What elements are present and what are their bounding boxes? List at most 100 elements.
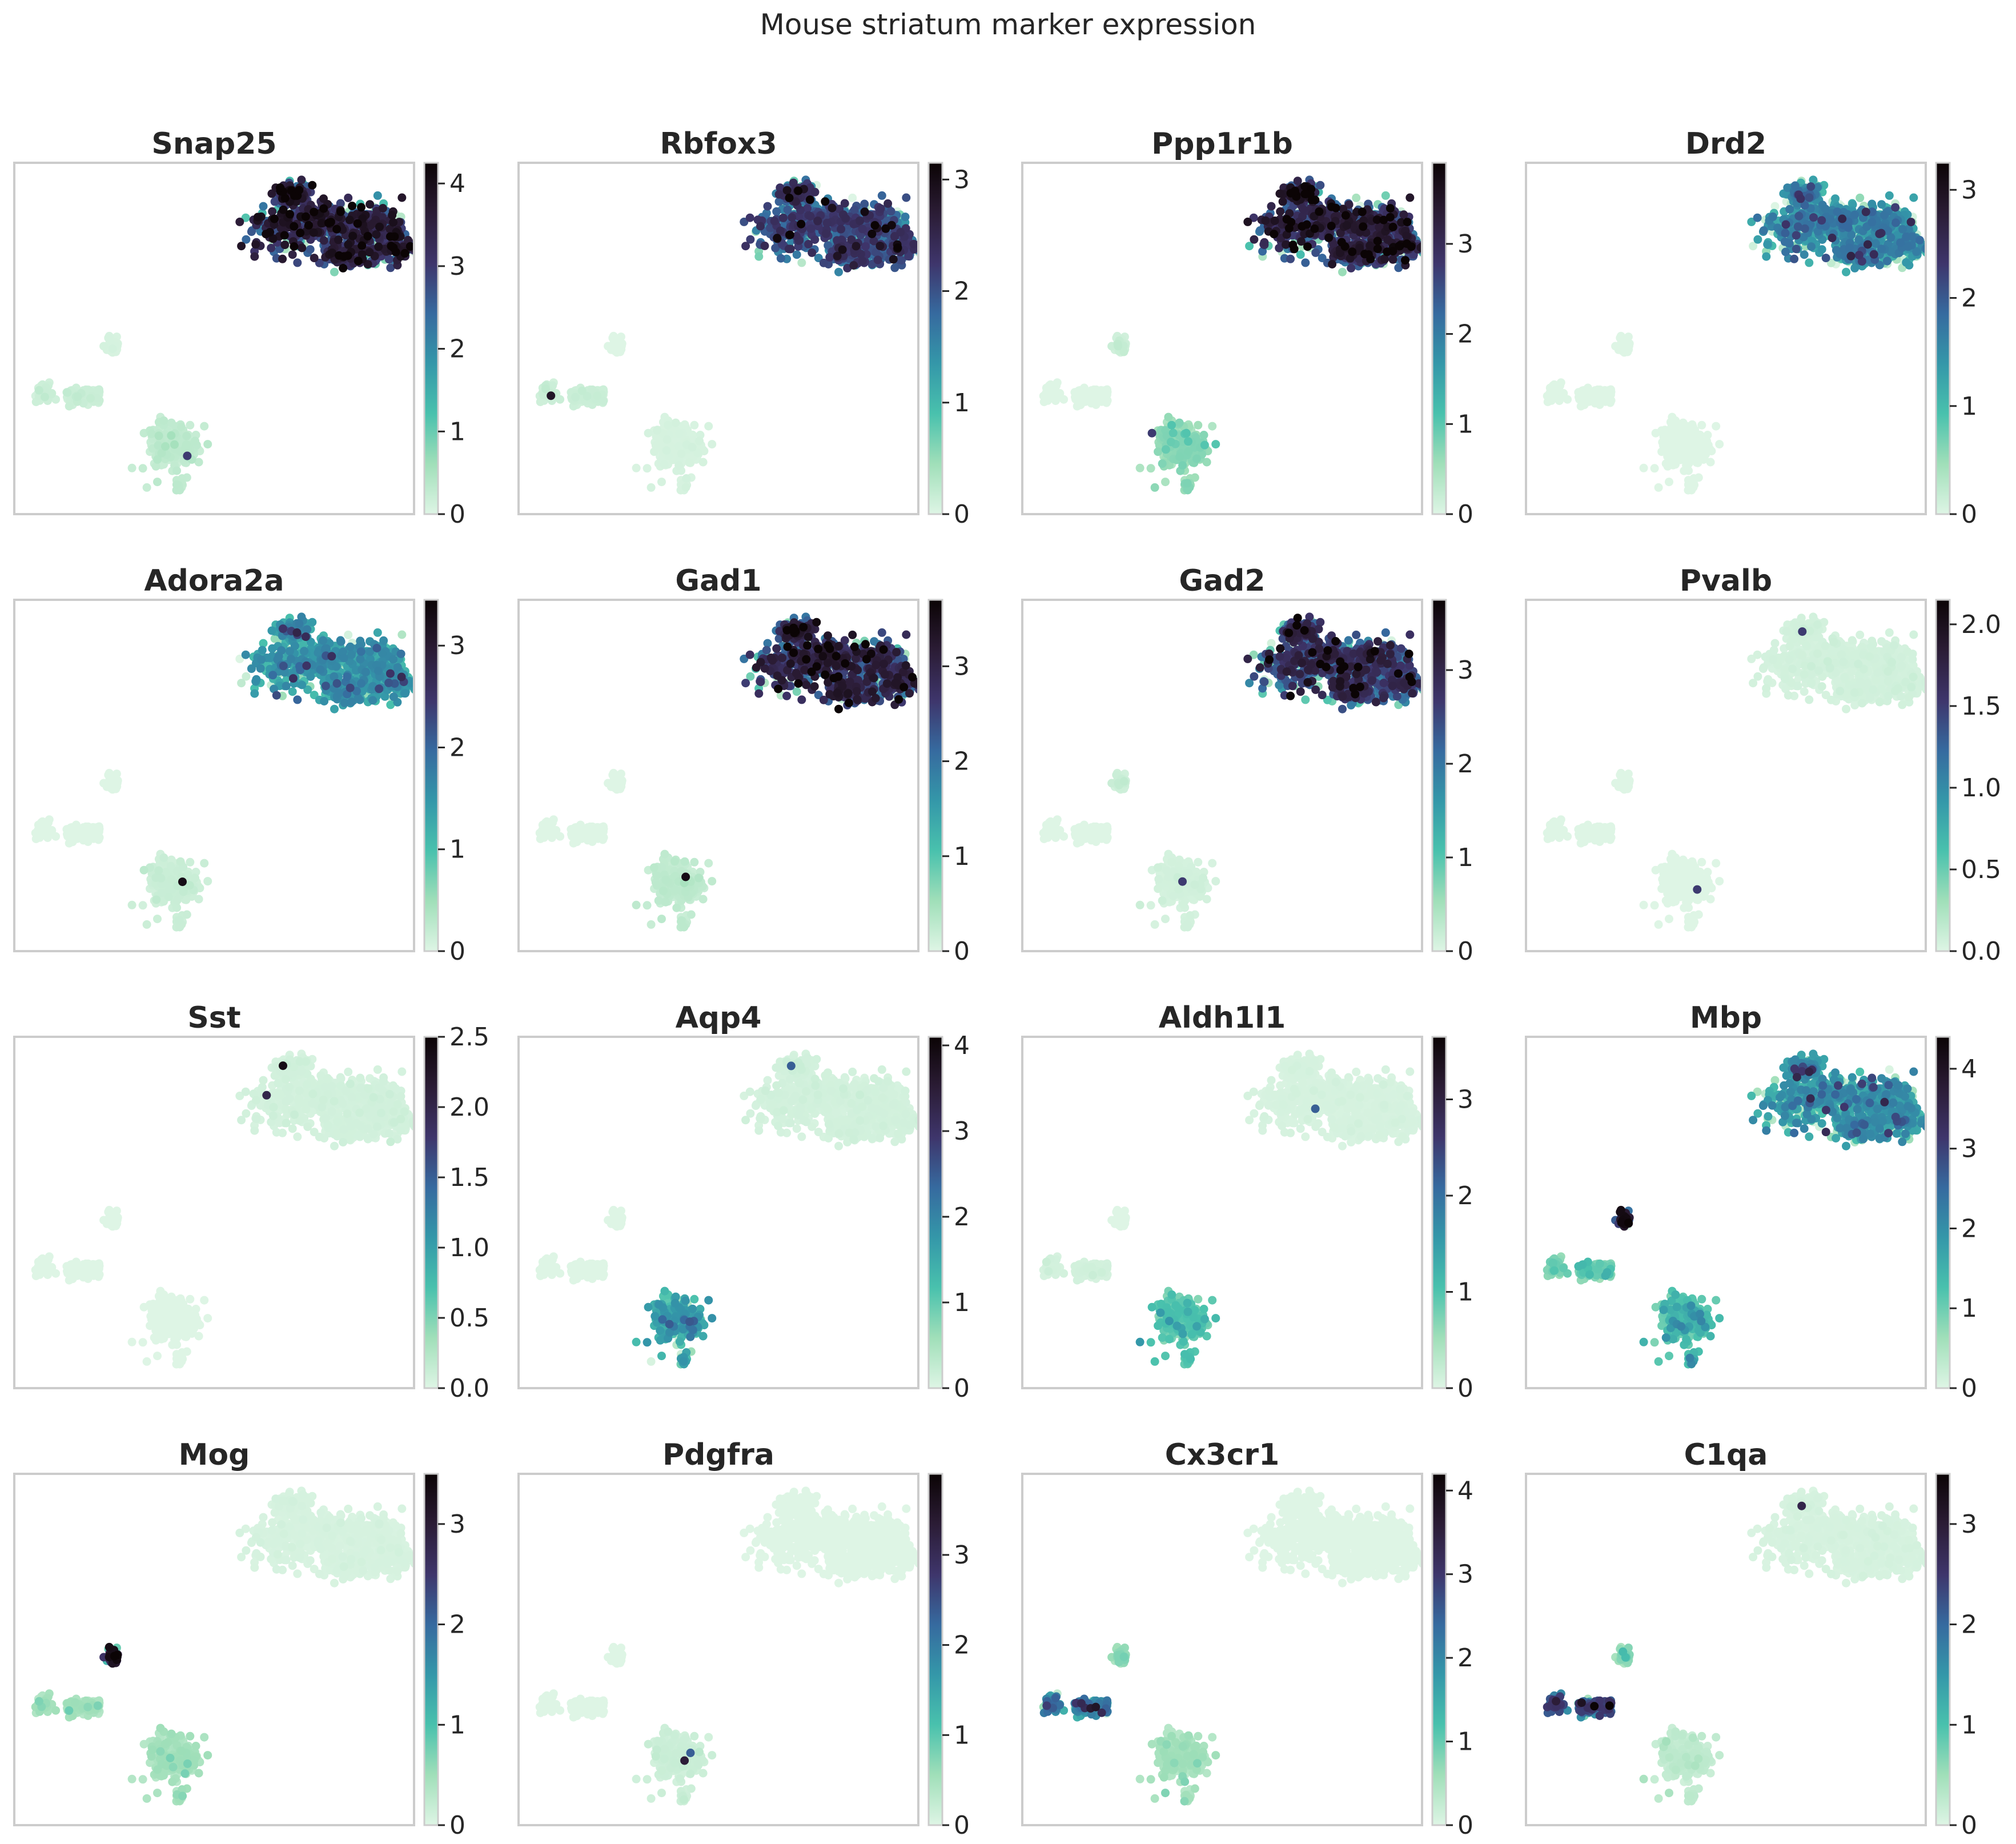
cell-point bbox=[577, 386, 587, 395]
cell-point bbox=[1665, 478, 1673, 487]
cell-point bbox=[296, 229, 305, 238]
cell-point bbox=[1260, 238, 1269, 247]
cell-point bbox=[763, 202, 772, 211]
cell-point bbox=[251, 240, 260, 249]
cell-point bbox=[1379, 215, 1388, 225]
cell-point bbox=[783, 205, 792, 214]
cell-point bbox=[1352, 193, 1361, 202]
cell-point bbox=[41, 392, 49, 402]
cell-point bbox=[632, 463, 641, 472]
cell-point bbox=[1639, 463, 1648, 472]
cell-point bbox=[1298, 222, 1307, 231]
cell-point bbox=[1347, 263, 1356, 272]
cell-point bbox=[268, 207, 277, 216]
cell-point bbox=[194, 458, 203, 467]
cell-point bbox=[642, 464, 652, 473]
cell-point bbox=[1856, 193, 1865, 202]
cell-point bbox=[1684, 486, 1693, 495]
cell-point bbox=[819, 258, 828, 267]
cell-point bbox=[1715, 440, 1724, 449]
cell-point bbox=[756, 222, 765, 231]
cell-point bbox=[276, 183, 284, 192]
cell-point bbox=[616, 332, 625, 342]
cell-point bbox=[267, 243, 276, 252]
cell-point bbox=[860, 207, 869, 217]
cell-point bbox=[336, 207, 345, 217]
cell-point bbox=[203, 440, 212, 449]
cell-point bbox=[877, 191, 886, 200]
cell-point bbox=[1927, 243, 1935, 251]
cell-point bbox=[1328, 260, 1337, 268]
cell-point bbox=[1364, 250, 1373, 259]
cell-point bbox=[1423, 243, 1432, 251]
cell-point bbox=[1660, 434, 1669, 443]
cell-point bbox=[1310, 224, 1319, 233]
cell-point bbox=[778, 213, 788, 222]
cell-point bbox=[896, 228, 905, 236]
cell-point bbox=[378, 213, 387, 222]
cell-point bbox=[319, 236, 328, 245]
cell-point bbox=[1182, 428, 1191, 438]
colorbar-tick-label: 3 bbox=[1457, 230, 1473, 259]
cell-point bbox=[237, 242, 246, 251]
cell-point bbox=[372, 230, 381, 239]
cell-point bbox=[745, 213, 754, 222]
cell-point bbox=[1324, 233, 1334, 242]
cell-point bbox=[1243, 217, 1252, 226]
cell-point bbox=[288, 250, 297, 259]
cell-point bbox=[1559, 389, 1568, 398]
cell-point bbox=[1258, 247, 1267, 256]
cell-point bbox=[897, 256, 906, 265]
cell-point bbox=[344, 240, 353, 249]
cell-point bbox=[810, 187, 820, 197]
cell-point bbox=[825, 252, 834, 262]
cell-point bbox=[1749, 242, 1758, 251]
panel-title: Drd2 bbox=[1685, 127, 1766, 161]
cell-point bbox=[693, 448, 702, 458]
cell-point bbox=[405, 242, 413, 251]
cell-point bbox=[1678, 448, 1687, 457]
cell-point bbox=[547, 391, 556, 400]
cell-point bbox=[65, 402, 74, 411]
cell-point bbox=[918, 243, 927, 252]
cell-point bbox=[415, 256, 424, 265]
cell-point bbox=[308, 181, 317, 190]
cell-point bbox=[1161, 478, 1170, 487]
cell-point bbox=[1927, 250, 1936, 258]
cell-point bbox=[353, 219, 362, 228]
scatter-points bbox=[31, 175, 424, 495]
cell-point bbox=[682, 474, 691, 483]
cell-point bbox=[357, 203, 366, 212]
cell-point bbox=[788, 213, 797, 222]
cell-point bbox=[1336, 248, 1344, 258]
figure-title: Mouse striatum marker expression bbox=[760, 8, 1256, 41]
cell-point bbox=[646, 483, 656, 492]
cell-point bbox=[909, 239, 917, 248]
cell-point bbox=[270, 214, 279, 223]
cell-point bbox=[1359, 222, 1368, 231]
cell-point bbox=[1178, 461, 1187, 470]
cell-point bbox=[191, 436, 199, 446]
cell-point bbox=[690, 420, 699, 430]
cell-point bbox=[334, 235, 343, 244]
cell-point bbox=[388, 211, 397, 220]
cell-point bbox=[235, 217, 244, 226]
cell-point bbox=[172, 466, 182, 475]
cell-point bbox=[1401, 256, 1409, 265]
cell-point bbox=[824, 241, 833, 250]
cell-point bbox=[1624, 339, 1633, 348]
cell-point bbox=[760, 241, 769, 250]
cell-point bbox=[286, 210, 294, 219]
cell-point bbox=[391, 247, 400, 256]
cell-point bbox=[671, 418, 680, 427]
cell-point bbox=[653, 426, 661, 435]
cell-point bbox=[1261, 216, 1270, 225]
cell-point bbox=[886, 207, 895, 216]
cell-point bbox=[1366, 241, 1375, 250]
cell-point bbox=[588, 385, 597, 394]
cell-point bbox=[1311, 248, 1320, 257]
colorbar-tick-label: 2 bbox=[954, 277, 970, 306]
cell-point bbox=[1158, 459, 1167, 468]
cell-point bbox=[1381, 191, 1390, 200]
